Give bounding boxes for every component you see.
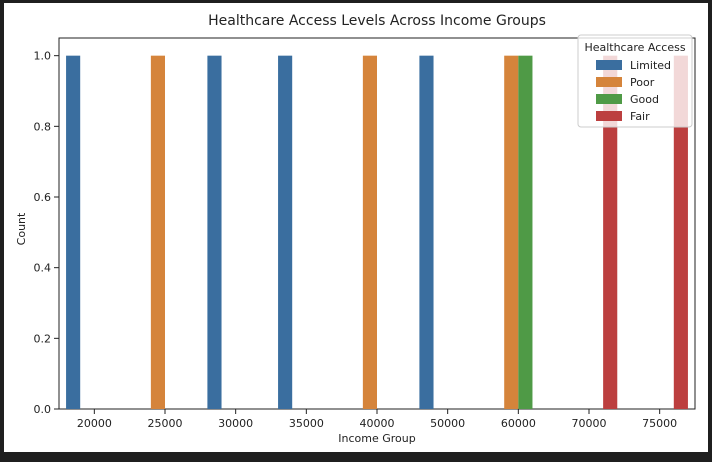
x-axis-label: Income Group [338,432,415,445]
bar-fair-75000 [673,55,688,410]
bar-limited-30000 [207,55,222,410]
chart-title: Healthcare Access Levels Across Income G… [208,13,546,29]
bar-poor-60000 [504,55,519,410]
x-tick-label: 60000 [501,417,536,430]
plot-area: 0.0 0.2 0.4 0.6 0.8 1.0 20000 25000 30000 35000 40… [34,37,696,430]
legend-swatch-limited [596,60,622,70]
legend-label-poor: Poor [630,76,655,89]
legend: Healthcare Access Limited Poor Good Fair [577,34,693,128]
x-tick-label: 70000 [572,417,607,430]
legend-title: Healthcare Access [584,41,685,54]
bar-limited-35000 [278,55,293,410]
bar-limited-50000 [419,55,434,410]
y-tick-label: 0.4 [34,262,52,275]
legend-label-fair: Fair [630,110,650,123]
bar-good-60000 [518,55,533,410]
x-tick-label: 25000 [148,417,183,430]
x-tick-label: 40000 [360,417,395,430]
bar-poor-40000 [362,55,377,410]
bar-limited-20000 [66,55,81,410]
x-tick-label: 30000 [218,417,253,430]
x-tick-label: 75000 [642,417,677,430]
x-tick-label: 20000 [77,417,112,430]
bar-fair-70000 [603,55,618,410]
y-tick-label: 0.2 [34,332,52,345]
bar-poor-25000 [150,55,165,410]
y-tick-label: 0.0 [34,403,52,416]
x-tick-label: 50000 [430,417,465,430]
legend-label-good: Good [630,93,659,106]
legend-swatch-poor [596,77,622,87]
legend-swatch-fair [596,111,622,121]
y-tick-label: 0.8 [34,120,52,133]
y-tick-label: 1.0 [34,50,52,63]
y-axis-label: Count [15,212,28,245]
x-tick-label: 35000 [289,417,324,430]
legend-label-limited: Limited [630,59,671,72]
legend-swatch-good [596,94,622,104]
y-tick-label: 0.6 [34,191,52,204]
